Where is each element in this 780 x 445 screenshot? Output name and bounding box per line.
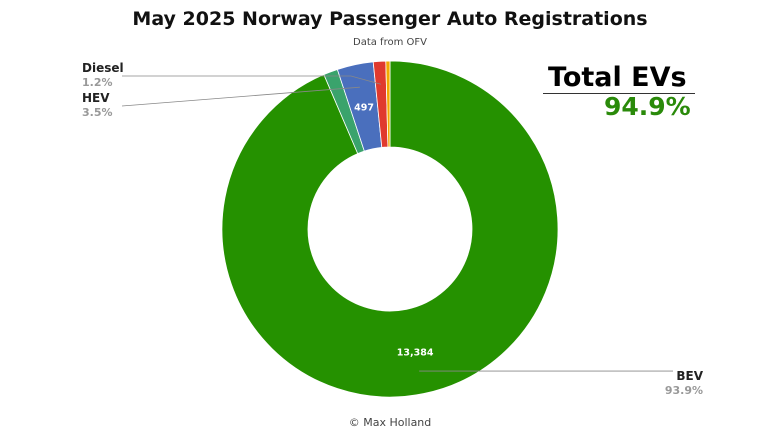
leader-line-diesel [122, 75, 382, 85]
total-evs-value: 94.9% [604, 92, 691, 121]
copyright-footer: © Max Holland [348, 416, 432, 429]
value-label-hev: 497 [354, 103, 374, 114]
leader-line-hev [121, 86, 360, 107]
value-label-bev: 13,384 [397, 347, 434, 358]
chart-subtitle: Data from OFV [353, 37, 427, 48]
slice-bev [221, 60, 559, 398]
label-name-bev: BEV [676, 369, 703, 383]
total-evs-label: Total EVs [548, 62, 687, 93]
label-name-diesel: Diesel [82, 61, 124, 75]
label-name-hev: HEV [82, 91, 110, 105]
total-evs-divider [543, 93, 695, 94]
label-percent-diesel: 1.2% [82, 76, 113, 89]
label-percent-bev: 93.9% [665, 384, 703, 397]
chart-title: May 2025 Norway Passenger Auto Registrat… [132, 8, 648, 30]
label-percent-hev: 3.5% [82, 106, 113, 119]
slice-petrol [385, 60, 391, 148]
